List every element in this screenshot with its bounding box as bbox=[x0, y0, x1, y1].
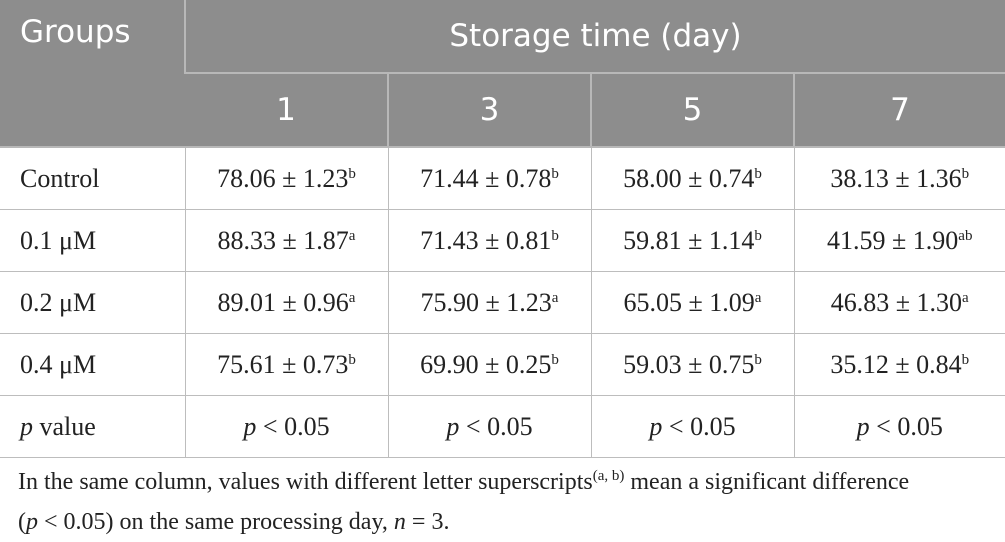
value-text: 59.03 ± 0.75 bbox=[623, 349, 755, 379]
body-row: Control 78.06 ± 1.23b 71.44 ± 0.78b 58.00 ±… bbox=[0, 146, 1005, 210]
value-sup: b bbox=[754, 227, 762, 244]
header-cell: 5 bbox=[590, 73, 794, 148]
value-text: 75.90 ± 1.23 bbox=[420, 287, 552, 317]
group-cell: 0.2 μM bbox=[0, 271, 186, 334]
value-sup: b bbox=[348, 351, 356, 368]
value-cell: 71.43 ± 0.81b bbox=[387, 209, 592, 272]
value-cell: 65.05 ± 1.09a bbox=[590, 271, 795, 334]
value-cell: p < 0.05 bbox=[793, 395, 1005, 458]
body-row: 0.2 μM 89.01 ± 0.96a 75.90 ± 1.23a 65.05 ± … bbox=[0, 271, 1005, 334]
header-cell: 1 bbox=[185, 73, 388, 148]
value-sup: a bbox=[962, 289, 969, 306]
value-text: 75.61 ± 0.73 bbox=[217, 349, 349, 379]
value-cell: 58.00 ± 0.74b bbox=[590, 146, 795, 210]
value-sup: a bbox=[348, 227, 356, 244]
header-cell: 7 bbox=[793, 73, 1005, 148]
value-text: 46.83 ± 1.30 bbox=[830, 287, 963, 317]
group-cell: p value bbox=[0, 395, 186, 458]
value-cell: 89.01 ± 0.96a bbox=[184, 271, 389, 334]
value-sup: b bbox=[551, 351, 559, 368]
header-cell: Groups bbox=[0, 0, 185, 148]
footnote-text: In the same column, values with differen… bbox=[18, 469, 593, 495]
footnote-text: ( bbox=[18, 509, 26, 535]
value-cell: 75.90 ± 1.23a bbox=[387, 271, 592, 334]
value-text: 78.06 ± 1.23 bbox=[217, 163, 349, 193]
value-cell: 59.03 ± 0.75b bbox=[590, 333, 795, 396]
header-cell: Storage time (day) bbox=[184, 0, 1005, 74]
value-cell: p < 0.05 bbox=[184, 395, 389, 458]
value-cell: 88.33 ± 1.87a bbox=[184, 209, 389, 272]
value-cell: 35.12 ± 0.84b bbox=[793, 333, 1005, 396]
footnote-text: mean a significant difference bbox=[624, 469, 910, 495]
value-text: 35.12 ± 0.84 bbox=[830, 349, 962, 379]
value-text: 71.43 ± 0.81 bbox=[420, 225, 552, 255]
value-text: < 0.05 bbox=[459, 411, 533, 441]
value-sup: ab bbox=[958, 227, 973, 244]
italic-text: p bbox=[649, 411, 663, 441]
italic-text: p bbox=[446, 411, 460, 441]
value-text: 69.90 ± 0.25 bbox=[420, 349, 552, 379]
value-text: 58.00 ± 0.74 bbox=[623, 163, 755, 193]
value-text: < 0.05 bbox=[662, 411, 736, 441]
value-sup: b bbox=[754, 165, 762, 182]
group-cell: Control bbox=[0, 146, 186, 210]
value-cell: 46.83 ± 1.30a bbox=[793, 271, 1005, 334]
group-cell: 0.1 μM bbox=[0, 209, 186, 272]
value-sup: a bbox=[551, 289, 559, 306]
body-row: 0.1 μM 88.33 ± 1.87a 71.43 ± 0.81b 59.81 ± … bbox=[0, 209, 1005, 272]
value-text: 38.13 ± 1.36 bbox=[830, 163, 962, 193]
value-sup: b bbox=[961, 351, 970, 368]
footnote-sup: (a, b) bbox=[592, 468, 625, 484]
value-cell: 41.59 ± 1.90ab bbox=[793, 209, 1005, 272]
value-text: 59.81 ± 1.14 bbox=[623, 225, 755, 255]
value-text: 65.05 ± 1.09 bbox=[623, 287, 755, 317]
footnote-text: = 3. bbox=[405, 509, 450, 535]
body-row: 0.4 μM 75.61 ± 0.73b 69.90 ± 0.25b 59.03 ± … bbox=[0, 333, 1005, 396]
value-text: 88.33 ± 1.87 bbox=[217, 225, 349, 255]
value-sup: b bbox=[754, 351, 762, 368]
value-text: < 0.05 bbox=[869, 411, 943, 441]
footnote: In the same column, values with differen… bbox=[18, 462, 1003, 542]
footnote-italic: n bbox=[393, 509, 406, 535]
value-sup: a bbox=[754, 289, 762, 306]
value-cell: 69.90 ± 0.25b bbox=[387, 333, 592, 396]
label-text: value bbox=[33, 411, 96, 441]
body-row: p value p < 0.05 p < 0.05 p < 0.05 p < 0.05 bbox=[0, 395, 1005, 458]
value-cell: 78.06 ± 1.23b bbox=[184, 146, 389, 210]
italic-text: p bbox=[243, 411, 257, 441]
value-sup: b bbox=[961, 165, 970, 182]
value-cell: 75.61 ± 0.73b bbox=[184, 333, 389, 396]
footnote-italic: p bbox=[26, 509, 38, 535]
value-sup: b bbox=[551, 227, 559, 244]
value-sup: a bbox=[348, 289, 356, 306]
value-sup: b bbox=[348, 165, 356, 182]
value-cell: 59.81 ± 1.14b bbox=[590, 209, 795, 272]
data-table: Groups Storage time (day) 1 3 5 7 Control 78.0… bbox=[0, 0, 1005, 458]
italic-text: p bbox=[20, 411, 33, 441]
value-sup: b bbox=[551, 165, 559, 182]
header-row: Groups Storage time (day) bbox=[0, 0, 1005, 148]
footnote-text: < 0.05) on the same processing day, bbox=[38, 509, 394, 535]
italic-text: p bbox=[856, 411, 870, 441]
header-cell: 3 bbox=[387, 73, 591, 148]
group-cell: 0.4 μM bbox=[0, 333, 186, 396]
value-cell: 38.13 ± 1.36b bbox=[793, 146, 1005, 210]
value-cell: p < 0.05 bbox=[387, 395, 592, 458]
value-text: 89.01 ± 0.96 bbox=[217, 287, 349, 317]
value-text: < 0.05 bbox=[256, 411, 330, 441]
value-cell: 71.44 ± 0.78b bbox=[387, 146, 592, 210]
value-text: 41.59 ± 1.90 bbox=[827, 225, 959, 255]
value-text: 71.44 ± 0.78 bbox=[420, 163, 552, 193]
value-cell: p < 0.05 bbox=[590, 395, 795, 458]
